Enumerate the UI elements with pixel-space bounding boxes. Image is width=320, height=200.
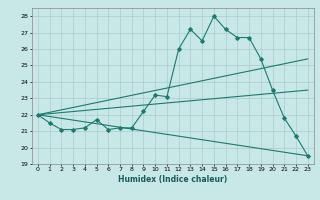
X-axis label: Humidex (Indice chaleur): Humidex (Indice chaleur) (118, 175, 228, 184)
